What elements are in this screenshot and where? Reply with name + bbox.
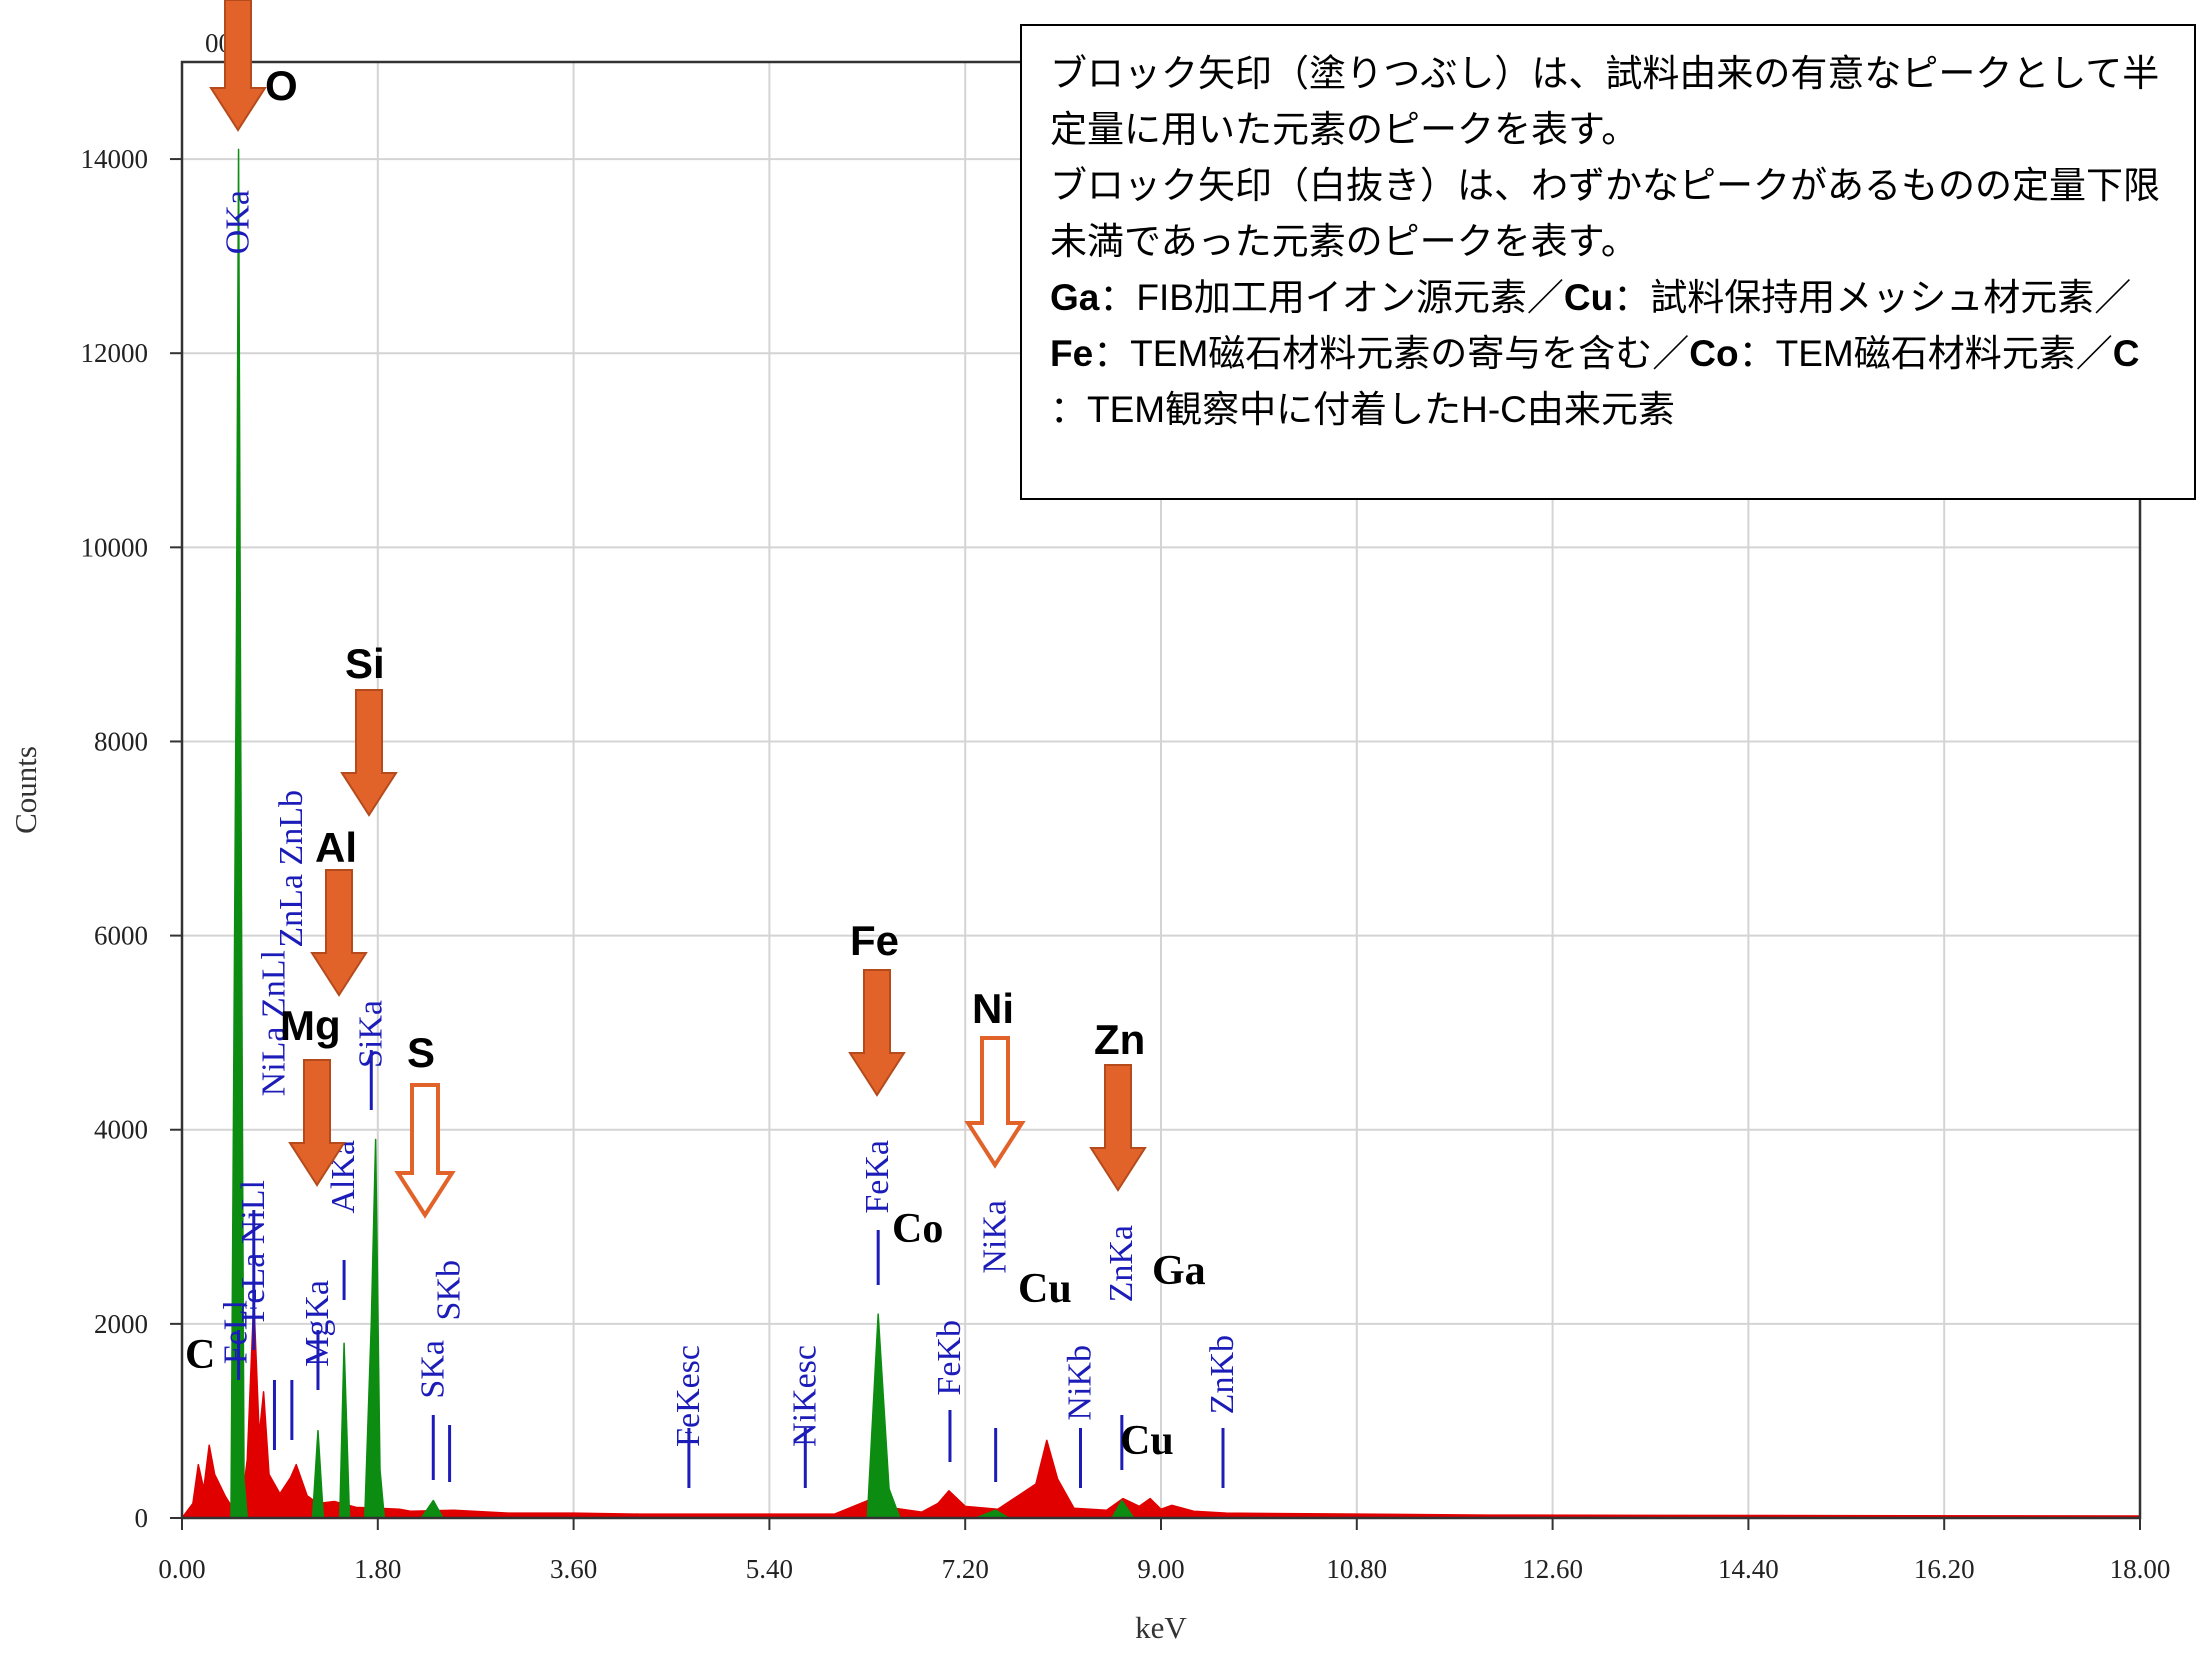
element-label-co-1: Co (892, 1206, 943, 1252)
note-co-label: Co (1689, 333, 1739, 374)
element-arrow-si (340, 689, 398, 817)
element-label-si: Si (345, 640, 385, 687)
element-label-cu-4: Cu (1120, 1418, 1174, 1464)
note-element-sources: Ga：FIB加工用イオン源元素／Cu：試料保持用メッシュ材元素／Fe：TEM磁石… (1050, 270, 2166, 438)
note-ga-text: ：FIB加工用イオン源元素／ (1099, 277, 1564, 318)
y-tick-label: 12000 (81, 338, 149, 368)
element-label-c-0: C (185, 1332, 215, 1378)
peak-label-znka: ZnKa (1103, 1225, 1140, 1302)
element-arrow-o (209, 0, 267, 132)
peak-label-znla-znlb: ZnLa ZnLb (273, 790, 310, 948)
peak-label-fekb: FeKb (931, 1320, 968, 1396)
note-filled-arrow-text: ブロック矢印（塗りつぶし）は、試料由来の有意なピークとして半定量に用いた元素のピ… (1050, 53, 2160, 150)
note-ga-label: Ga (1050, 277, 1100, 318)
note-c-text: ：TEM観察中に付着したH-C由来元素 (1050, 389, 1675, 430)
peak-label-oka: OKa (220, 190, 257, 254)
x-tick-label: 1.80 (354, 1554, 401, 1584)
x-tick-label: 12.60 (1522, 1554, 1583, 1584)
x-tick-label: 16.20 (1914, 1554, 1975, 1584)
element-label-al: Al (315, 824, 357, 871)
peak-label-skb: SKb (431, 1260, 468, 1320)
y-tick-label: 2000 (94, 1309, 148, 1339)
element-label-ga-3: Ga (1152, 1248, 1206, 1294)
note-cu-text: ：試料保持用メッシュ材元素／ (1613, 277, 2132, 318)
element-arrow-fe (848, 969, 906, 1097)
note-fe-text: ：TEM磁石材料元素の寄与を含む／ (1093, 333, 1690, 374)
element-arrow-ni (964, 1036, 1026, 1169)
x-tick-label: 7.20 (942, 1554, 989, 1584)
y-tick-label: 6000 (94, 921, 148, 951)
element-label-fe: Fe (850, 917, 899, 964)
y-tick-label: 4000 (94, 1115, 148, 1145)
x-tick-label: 14.40 (1718, 1554, 1779, 1584)
x-tick-label: 9.00 (1137, 1554, 1184, 1584)
peak-label-ska: SKa (414, 1340, 451, 1399)
x-tick-label: 3.60 (550, 1554, 597, 1584)
element-arrow-s (394, 1083, 456, 1219)
x-tick-label: 10.80 (1326, 1554, 1387, 1584)
note-fe-label: Fe (1050, 333, 1094, 374)
y-tick-label: 10000 (81, 532, 149, 562)
y-tick-label: 8000 (94, 726, 148, 756)
peak-label-znkb: ZnKb (1204, 1335, 1241, 1414)
element-arrow-al (310, 869, 368, 997)
x-tick-label: 18.00 (2110, 1554, 2171, 1584)
element-label-cu-2: Cu (1018, 1266, 1072, 1312)
peak-label-fell: FeLl (217, 1300, 254, 1364)
element-label-o: O (265, 62, 298, 109)
element-arrow-mg (288, 1059, 346, 1187)
x-tick-label: 5.40 (746, 1554, 793, 1584)
annotation-note-box: ブロック矢印（塗りつぶし）は、試料由来の有意なピークとして半定量に用いた元素のピ… (1020, 24, 2196, 500)
x-axis-title: keV (1135, 1610, 1187, 1645)
y-axis-title: Counts (8, 746, 43, 834)
peak-label-feka: FeKa (859, 1140, 896, 1214)
note-co-text: ：TEM磁石材料元素／ (1738, 333, 2113, 374)
y-tick-label: 0 (135, 1503, 149, 1533)
note-hollow-arrow-text: ブロック矢印（白抜き）は、わずかなピークがあるものの定量下限未満であった元素のピ… (1050, 165, 2160, 262)
x-tick-label: 0.00 (158, 1554, 205, 1584)
peak-label-nikb: NiKb (1062, 1345, 1099, 1421)
element-label-s: S (407, 1029, 435, 1076)
note-c-label: C (2112, 333, 2140, 374)
y-tick-label: 14000 (81, 144, 149, 174)
note-cu-label: Cu (1563, 277, 1614, 318)
peak-label-nila-znll: NiLa ZnLl (255, 950, 292, 1096)
element-label-zn: Zn (1094, 1016, 1145, 1063)
element-label-mg: Mg (280, 1002, 341, 1049)
peak-label-nika: NiKa (977, 1200, 1014, 1274)
element-arrow-zn (1089, 1064, 1147, 1192)
element-label-ni: Ni (972, 985, 1014, 1032)
